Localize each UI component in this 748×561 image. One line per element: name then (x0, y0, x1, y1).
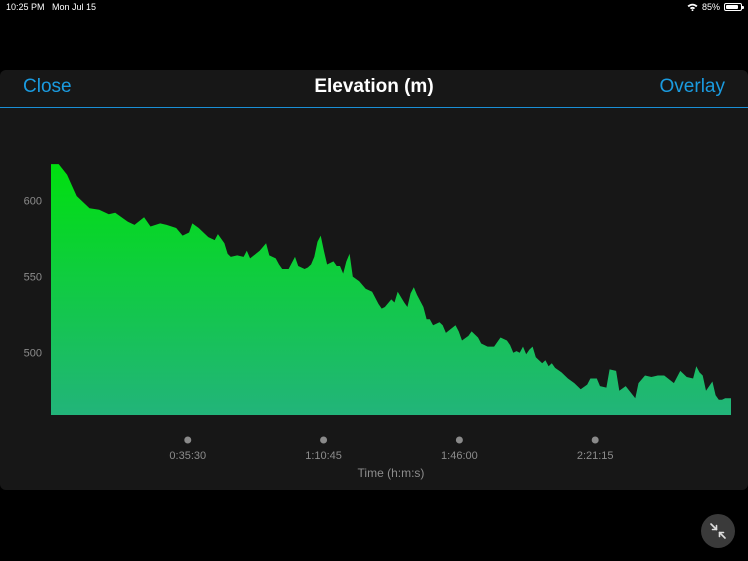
x-tick-marker (320, 436, 328, 444)
x-axis-label: Time (h:m:s) (358, 466, 425, 480)
overlay-button[interactable]: Overlay (659, 76, 725, 97)
x-tick-marker (184, 436, 192, 444)
x-tick-label: 2:21:15 (577, 450, 614, 462)
elevation-chart[interactable]: 600 550 500 0:35:30 1:10:45 1:46:00 2:21:15 T… (0, 70, 748, 490)
collapse-arrows-icon (710, 523, 726, 539)
wifi-icon (687, 3, 698, 11)
close-button[interactable]: Close (23, 76, 72, 97)
battery-percent: 85% (701, 2, 720, 12)
x-tick-label: 1:10:45 (305, 450, 342, 462)
battery-fill (726, 5, 738, 9)
elevation-area (51, 164, 731, 415)
battery-icon (724, 3, 744, 11)
status-time: 10:25 PM (6, 2, 45, 12)
y-tick-label: 550 (24, 272, 42, 284)
x-tick-marker (591, 436, 599, 444)
y-tick-label: 600 (24, 196, 42, 208)
x-tick-label: 1:46:00 (441, 450, 478, 462)
x-tick-label: 0:35:30 (169, 450, 206, 462)
x-axis-ticks: 0:35:30 1:10:45 1:46:00 2:21:15 (169, 436, 614, 462)
collapse-button[interactable] (701, 514, 735, 548)
panel-header: Close Elevation (m) Overlay (0, 70, 748, 108)
page-title: Elevation (m) (314, 76, 434, 97)
elevation-panel: Close Elevation (m) Overlay 600 550 500 0:… (0, 70, 748, 490)
status-bar: 10:25 PM Mon Jul 15 85% (0, 0, 748, 14)
status-date: Mon Jul 15 (52, 2, 97, 12)
y-tick-label: 500 (24, 348, 42, 360)
y-axis-ticks: 600 550 500 (24, 196, 42, 360)
status-indicators: 85% (687, 2, 744, 12)
x-tick-marker (455, 436, 463, 444)
